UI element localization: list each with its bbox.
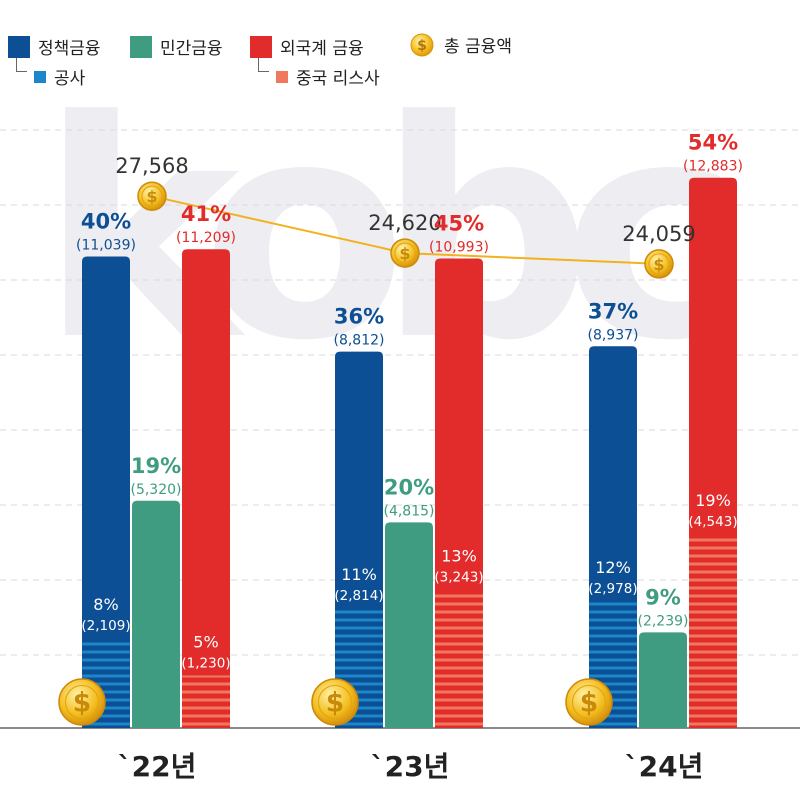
legend-china-swatch bbox=[276, 70, 288, 83]
bar-private-1 bbox=[385, 522, 433, 728]
total-label-2: 24,059 bbox=[622, 222, 695, 246]
coin-icon: $ bbox=[565, 678, 613, 726]
legend-total-label: 총 금융액 bbox=[444, 37, 512, 57]
legend-corp-connector bbox=[16, 58, 27, 72]
coin-icon: $ bbox=[390, 238, 420, 268]
coin-symbol: $ bbox=[580, 688, 598, 719]
coin-symbol: $ bbox=[326, 688, 344, 719]
coin-rim bbox=[317, 684, 353, 720]
legend-china-connector bbox=[258, 58, 269, 72]
category-label-1: `23년 bbox=[371, 750, 450, 783]
bar-policy-0 bbox=[82, 256, 130, 728]
value-label-policy-1: (8,812) bbox=[333, 333, 384, 349]
coin-symbol: $ bbox=[653, 255, 664, 274]
legend-private: 민간금융 bbox=[130, 34, 223, 59]
legend-policy-swatch bbox=[8, 35, 30, 58]
category-label-0: `22년 bbox=[118, 750, 197, 783]
coin-rim bbox=[648, 253, 670, 275]
value-label-foreign-1: (10,993) bbox=[429, 239, 489, 255]
pct-label-policy-0: 40% bbox=[81, 209, 131, 233]
pct-label-policy-1: 36% bbox=[334, 305, 384, 329]
coin-icon: $ bbox=[137, 181, 167, 211]
svg-text:$: $ bbox=[417, 38, 427, 54]
sub-pct-label-1-0: 5% bbox=[193, 632, 218, 651]
value-label-policy-0: (11,039) bbox=[76, 237, 136, 253]
legend-private-swatch bbox=[130, 35, 152, 58]
pct-label-foreign-1: 45% bbox=[434, 211, 484, 235]
value-label-private-2: (2,239) bbox=[637, 613, 688, 629]
sub-bar-1-2 bbox=[689, 533, 737, 728]
legend-corp: 공사 bbox=[34, 64, 85, 89]
sub-value-label-0-0: (2,109) bbox=[81, 618, 130, 634]
legend-china: 중국 리스사 bbox=[276, 64, 380, 89]
pct-label-policy-2: 37% bbox=[588, 299, 638, 323]
legend-foreign: 외국계 금융 bbox=[250, 34, 364, 59]
coin-rim bbox=[571, 684, 607, 720]
coin-icon: $ bbox=[311, 678, 359, 726]
legend-foreign-label: 외국계 금융 bbox=[280, 39, 364, 59]
coin-rim bbox=[64, 684, 100, 720]
sub-pct-label-0-0: 8% bbox=[93, 595, 118, 614]
legend-foreign-swatch bbox=[250, 35, 272, 58]
pct-label-private-2: 9% bbox=[645, 585, 681, 609]
bar-foreign-0 bbox=[182, 249, 230, 728]
pct-label-foreign-2: 54% bbox=[688, 131, 738, 155]
sub-bar-1-0 bbox=[182, 675, 230, 728]
legend-policy: 정책금융 bbox=[8, 34, 101, 59]
coin-symbol: $ bbox=[146, 187, 157, 206]
bar-private-0 bbox=[132, 500, 180, 728]
sub-value-label-0-2: (2,978) bbox=[588, 581, 637, 597]
legend-china-label: 중국 리스사 bbox=[296, 69, 380, 89]
bar-private-2 bbox=[639, 632, 687, 728]
value-label-policy-2: (8,937) bbox=[587, 327, 638, 343]
coin-symbol: $ bbox=[399, 244, 410, 263]
value-label-foreign-0: (11,209) bbox=[176, 230, 236, 246]
pct-label-private-0: 19% bbox=[131, 454, 181, 478]
sub-pct-label-1-2: 19% bbox=[695, 491, 731, 510]
value-label-foreign-2: (12,883) bbox=[683, 159, 743, 175]
coin-symbol: $ bbox=[73, 688, 91, 719]
total-label-1: 24,620 bbox=[368, 211, 441, 235]
sub-value-label-1-1: (3,243) bbox=[434, 569, 483, 585]
coin-icon: $ bbox=[58, 678, 106, 726]
coin-rim bbox=[394, 242, 416, 264]
sub-pct-label-1-1: 13% bbox=[441, 546, 477, 565]
legend-corp-swatch bbox=[34, 70, 46, 83]
sub-bar-1-1 bbox=[435, 589, 483, 728]
sub-pct-label-0-1: 11% bbox=[341, 565, 377, 584]
coin-rim bbox=[141, 185, 163, 207]
coin-icon: $ bbox=[410, 33, 434, 56]
pct-label-foreign-0: 41% bbox=[181, 202, 231, 226]
sub-value-label-1-2: (4,543) bbox=[688, 514, 737, 530]
legend-total: $ 총 금융액 bbox=[410, 32, 512, 57]
value-label-private-0: (5,320) bbox=[130, 482, 181, 498]
sub-value-label-0-1: (2,814) bbox=[334, 588, 383, 604]
legend-private-label: 민간금융 bbox=[160, 39, 223, 59]
sub-pct-label-0-2: 12% bbox=[595, 558, 631, 577]
sub-value-label-1-0: (1,230) bbox=[181, 655, 230, 671]
legend-corp-label: 공사 bbox=[54, 69, 86, 89]
total-label-0: 27,568 bbox=[115, 154, 188, 178]
category-label-2: `24년 bbox=[625, 750, 704, 783]
coin-icon: $ bbox=[644, 249, 674, 279]
legend-policy-label: 정책금융 bbox=[38, 39, 101, 59]
pct-label-private-1: 20% bbox=[384, 475, 434, 499]
value-label-private-1: (4,815) bbox=[383, 503, 434, 519]
